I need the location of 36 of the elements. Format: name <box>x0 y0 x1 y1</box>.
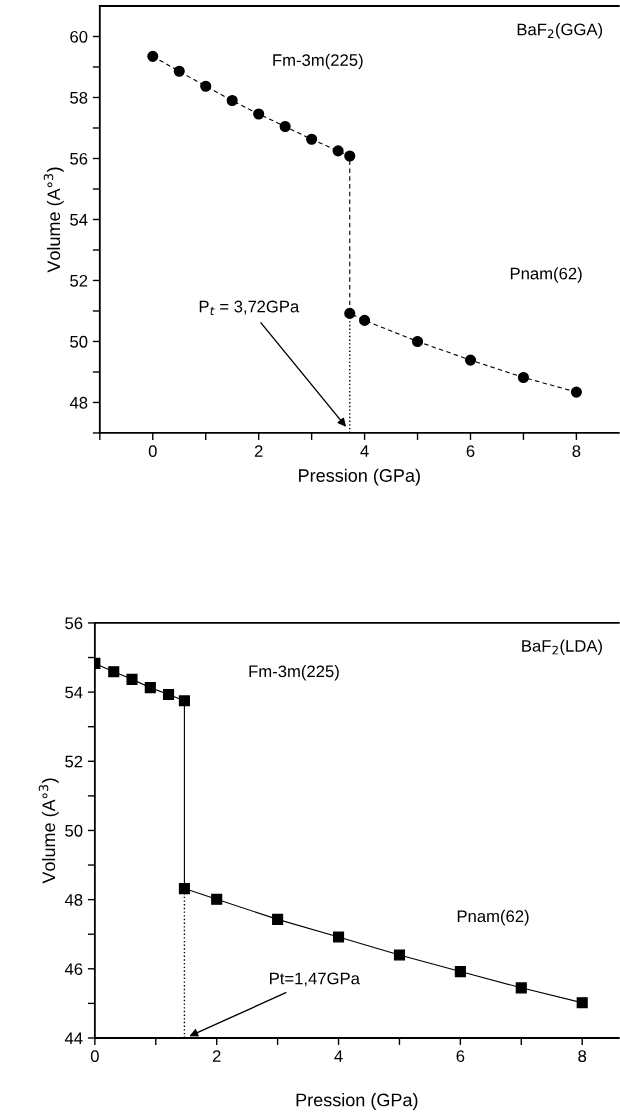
x-tick-label: 0 <box>148 445 157 457</box>
y-tick-label: 46 <box>64 963 83 976</box>
x-tick-label: 4 <box>360 445 369 457</box>
x-axis-title: Pression (GPa) <box>296 1093 418 1110</box>
y-tick-label: 50 <box>70 335 88 348</box>
annotation: Fm-3m(225) <box>249 664 339 681</box>
annotation: P$_{t}$ = 3,72GPa <box>199 300 300 315</box>
annotation: Pnam(62) <box>457 909 529 926</box>
y-axis-title: Volume (A°$^{3}$) <box>38 778 59 884</box>
y-tick-label: 56 <box>70 152 88 165</box>
x-tick-label: 8 <box>572 445 581 457</box>
y-tick-label: 52 <box>70 274 88 287</box>
annotation: Pnam(62) <box>510 267 582 283</box>
x-tick-label: 6 <box>456 1050 465 1063</box>
x-tick-label: 2 <box>212 1050 221 1062</box>
x-tick-label: 2 <box>254 445 263 457</box>
annotation: Pt=1,47GPa <box>270 972 360 987</box>
text: BaF$_{2}$(GGA) <box>517 23 603 39</box>
y-tick-label: 50 <box>65 824 83 837</box>
x-tick-label: 4 <box>334 1050 343 1062</box>
x-tick-label: 6 <box>466 445 475 457</box>
x-axis-title: Pression (GPa) <box>299 468 420 486</box>
y-tick-label: 48 <box>69 396 88 409</box>
x-tick-label: 8 <box>578 1050 587 1063</box>
text: BaF$_{2}$(LDA) <box>522 639 602 656</box>
y-tick-label: 56 <box>65 617 83 630</box>
y-tick-label: 44 <box>64 1032 83 1045</box>
y-tick-label: 52 <box>65 755 83 768</box>
x-tick-label: 0 <box>90 1050 99 1063</box>
y-tick-label: 58 <box>70 91 88 104</box>
y-axis-title: Volume (A°$^{3}$) <box>43 167 64 273</box>
y-tick-label: 54 <box>65 686 83 699</box>
y-tick-label: 60 <box>70 30 88 43</box>
annotation: Fm-3m(225) <box>273 53 363 70</box>
y-tick-label: 48 <box>64 894 83 906</box>
y-tick-label: 54 <box>70 214 88 226</box>
